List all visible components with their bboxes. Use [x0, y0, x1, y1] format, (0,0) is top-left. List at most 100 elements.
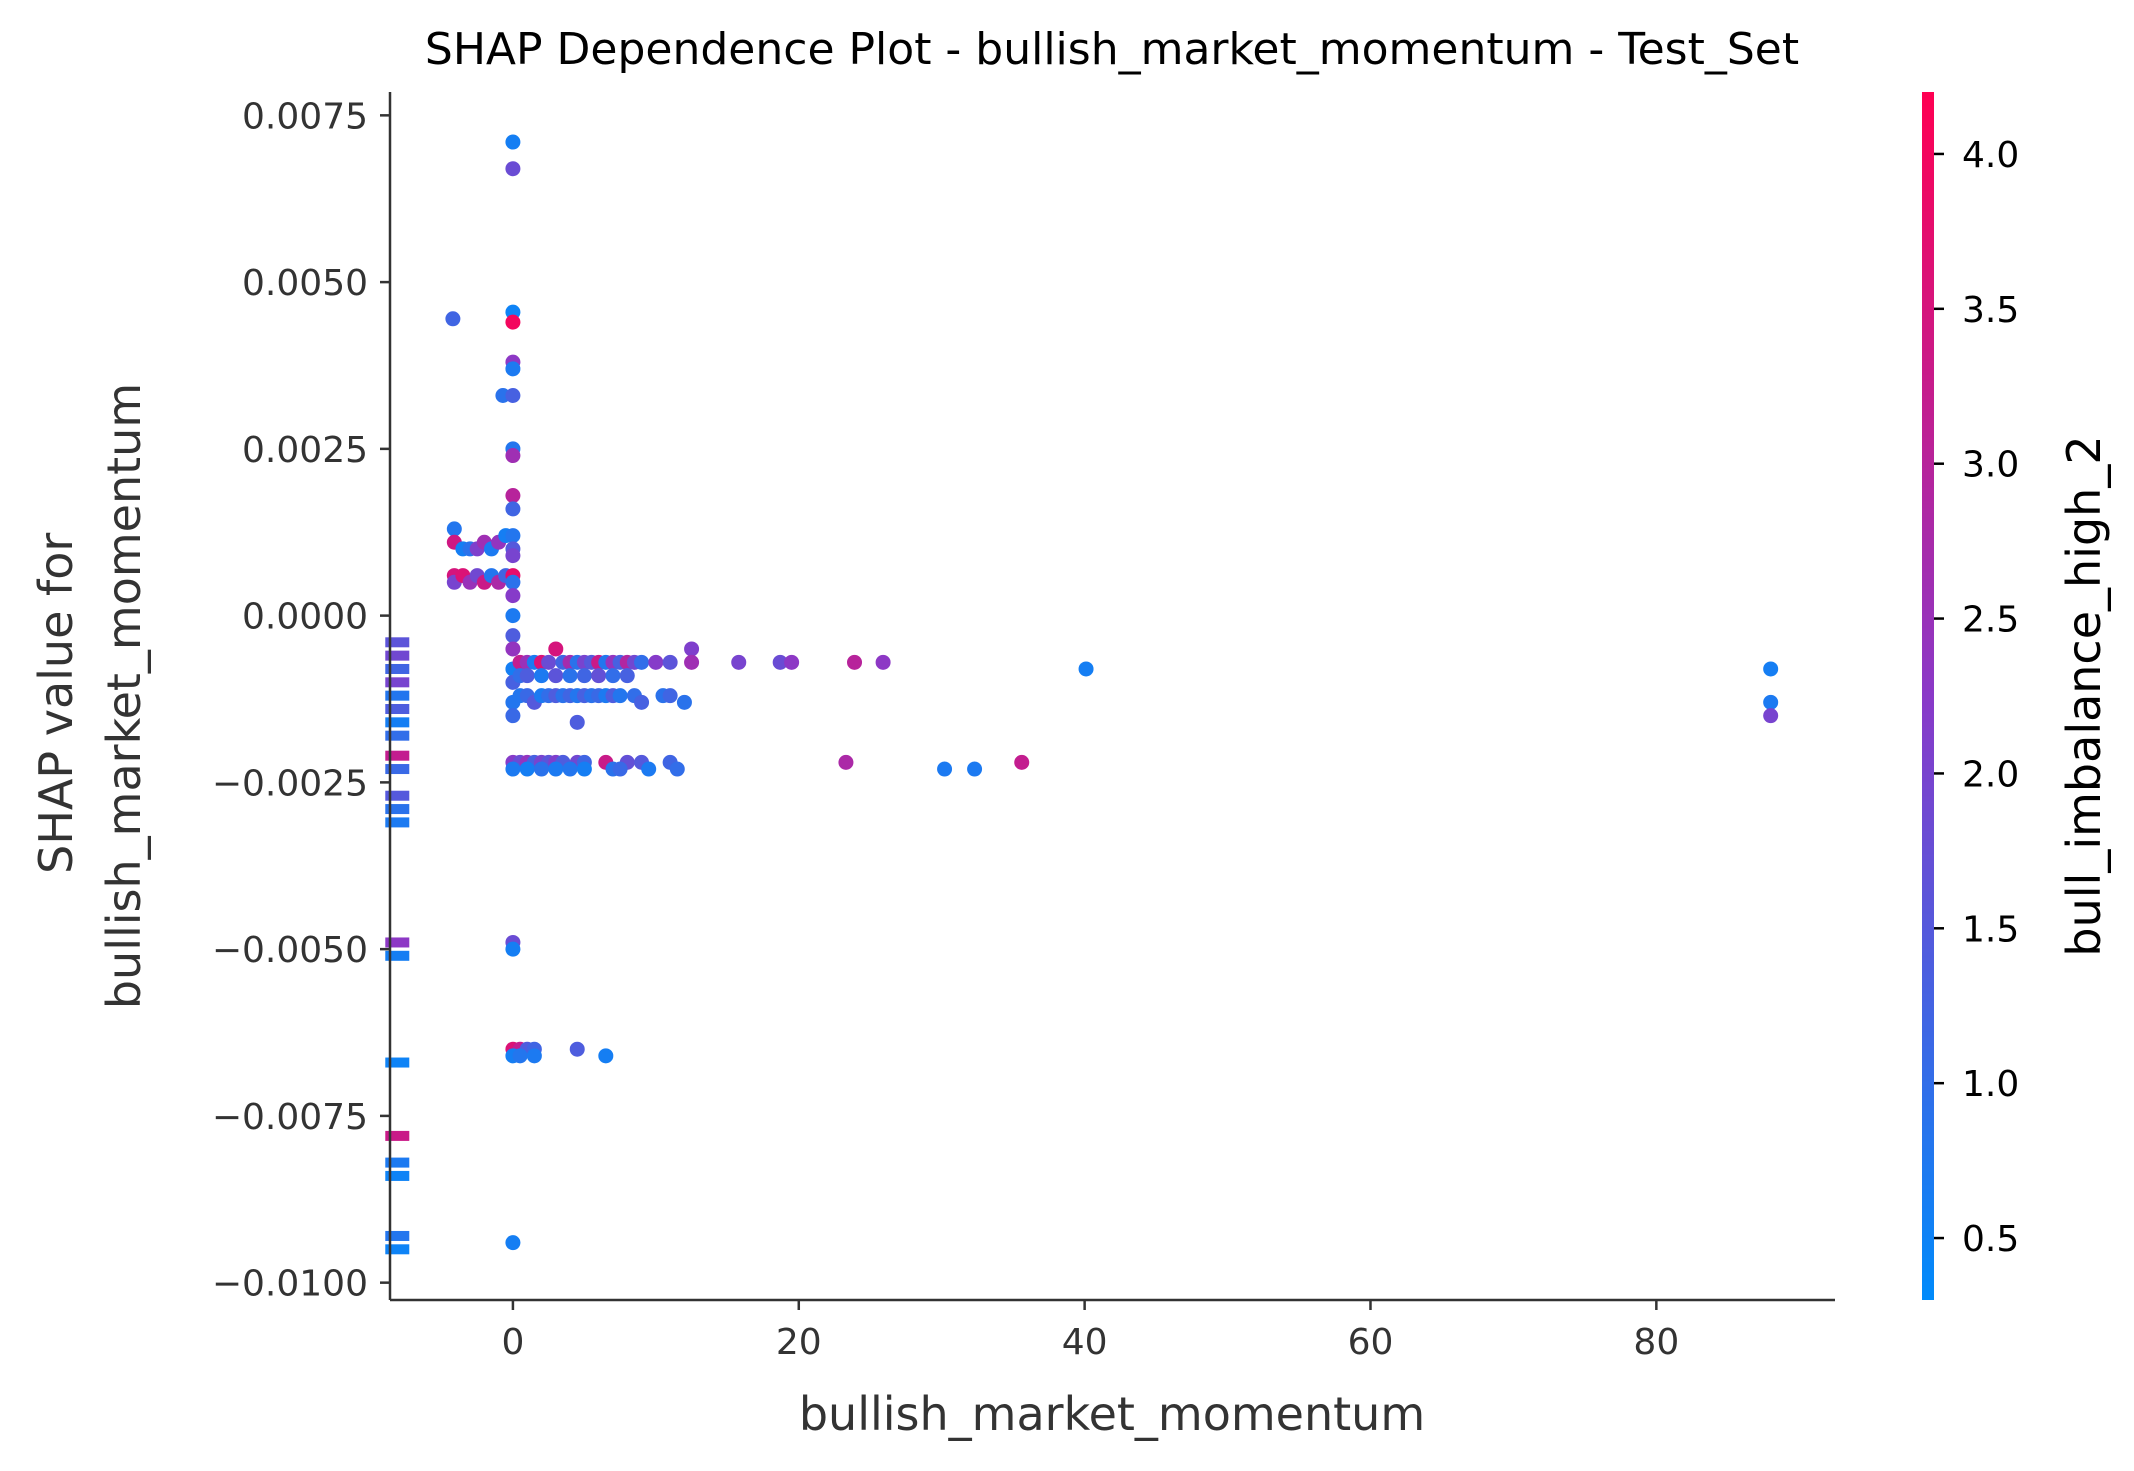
colorbar-tick-label: 0.5 [1962, 1219, 2019, 1260]
x-tick-label: 40 [1062, 1322, 1108, 1363]
scatter-point [548, 761, 564, 777]
colorbar-tick-label: 4.0 [1962, 135, 2019, 176]
nan-strip-mark [385, 750, 410, 761]
scatter-point [569, 1041, 585, 1057]
scatter-point [634, 654, 650, 670]
scatter-points [445, 134, 1779, 1251]
nan-strip-mark [385, 704, 410, 715]
scatter-point [519, 761, 535, 777]
scatter-point [505, 761, 521, 777]
scatter-point [576, 761, 592, 777]
scatter-point [548, 641, 564, 657]
scatter-point [505, 448, 521, 464]
scatter-point [505, 361, 521, 377]
y-axis-label: SHAP value for bullish_market_momentum [29, 383, 151, 1009]
nan-strip-mark [385, 764, 410, 775]
x-axis-ticks: 0 20 40 60 80 [501, 1300, 1679, 1363]
y-tick-label: 0.0025 [242, 430, 368, 471]
scatter-point [505, 388, 521, 404]
scatter-point [446, 521, 462, 537]
nan-strip-mark [385, 790, 410, 801]
y-axis-label-line-1: SHAP value for [29, 533, 83, 874]
y-tick-label: −0.0075 [212, 1097, 368, 1138]
scatter-point [967, 761, 983, 777]
scatter-point [505, 608, 521, 624]
scatter-point [562, 668, 578, 684]
scatter-point [937, 761, 953, 777]
scatter-point [505, 501, 521, 517]
nan-strip-mark [385, 804, 410, 815]
scatter-point [519, 668, 535, 684]
nan-strip-mark [385, 1130, 410, 1141]
scatter-point [562, 761, 578, 777]
scatter-point [505, 134, 521, 150]
scatter-point [505, 941, 521, 957]
nan-strip-mark [385, 1057, 410, 1068]
nan-value-strip [385, 637, 410, 1255]
colorbar-ticks: 4.0 3.5 3.0 2.5 2.0 1.5 1.0 0.5 [1934, 135, 2019, 1260]
y-tick-label: 0.0075 [242, 96, 368, 137]
nan-strip-mark [385, 950, 410, 961]
scatter-point [505, 548, 521, 564]
x-axis-label: bullish_market_momentum [799, 1387, 1425, 1441]
scatter-point [505, 528, 521, 544]
scatter-point [1763, 661, 1779, 677]
scatter-point [612, 688, 628, 704]
scatter-point [676, 694, 692, 710]
scatter-point [772, 654, 788, 670]
scatter-point [875, 654, 891, 670]
scatter-point [505, 708, 521, 724]
scatter-point [505, 641, 521, 657]
scatter-point [591, 668, 607, 684]
scatter-point [534, 668, 550, 684]
y-tick-label: −0.0025 [212, 763, 368, 804]
nan-strip-mark [385, 1230, 410, 1241]
x-tick-label: 0 [501, 1322, 524, 1363]
y-axis-ticks: 0.0075 0.0050 0.0025 0.0000 −0.0025 −0.0050 −0… [212, 96, 390, 1305]
scatter-point [505, 588, 521, 604]
scatter-point [541, 654, 557, 670]
colorbar-tick-label: 2.0 [1962, 754, 2019, 795]
nan-strip-mark [385, 730, 410, 741]
scatter-point [612, 761, 628, 777]
scatter-point [784, 654, 800, 670]
x-tick-label: 20 [776, 1322, 822, 1363]
colorbar-tick-label: 2.5 [1962, 600, 2019, 641]
y-tick-label: 0.0050 [242, 263, 368, 304]
nan-strip-mark [385, 817, 410, 828]
colorbar-label: bull_imbalance_high_2 [2057, 435, 2111, 956]
nan-strip-mark [385, 690, 410, 701]
nan-strip-mark [385, 1157, 410, 1168]
nan-strip-mark [385, 637, 410, 648]
scatter-point [605, 668, 621, 684]
scatter-point [569, 714, 585, 730]
scatter-point [512, 1048, 528, 1064]
scatter-point [598, 1048, 614, 1064]
nan-strip-mark [385, 937, 410, 948]
y-tick-label: 0.0000 [242, 597, 368, 638]
scatter-point [669, 761, 685, 777]
scatter-point [505, 574, 521, 590]
scatter-point [662, 688, 678, 704]
chart-title: SHAP Dependence Plot - bullish_market_mo… [425, 24, 1799, 75]
scatter-point [634, 694, 650, 710]
scatter-point [1014, 754, 1030, 770]
scatter-point [505, 628, 521, 644]
scatter-point [505, 161, 521, 177]
colorbar-tick-label: 1.5 [1962, 909, 2019, 950]
scatter-point [1763, 694, 1779, 710]
y-tick-label: −0.0050 [212, 930, 368, 971]
scatter-point [548, 668, 564, 684]
scatter-point [526, 1048, 542, 1064]
nan-strip-mark [385, 677, 410, 688]
scatter-point [1078, 661, 1094, 677]
colorbar-tick-label: 3.0 [1962, 445, 2019, 486]
scatter-point [445, 311, 461, 327]
scatter-point [648, 654, 664, 670]
colorbar [1922, 92, 1934, 1300]
scatter-point [1763, 708, 1779, 724]
scatter-point [505, 1235, 521, 1251]
scatter-point [662, 654, 678, 670]
nan-strip-mark [385, 650, 410, 661]
